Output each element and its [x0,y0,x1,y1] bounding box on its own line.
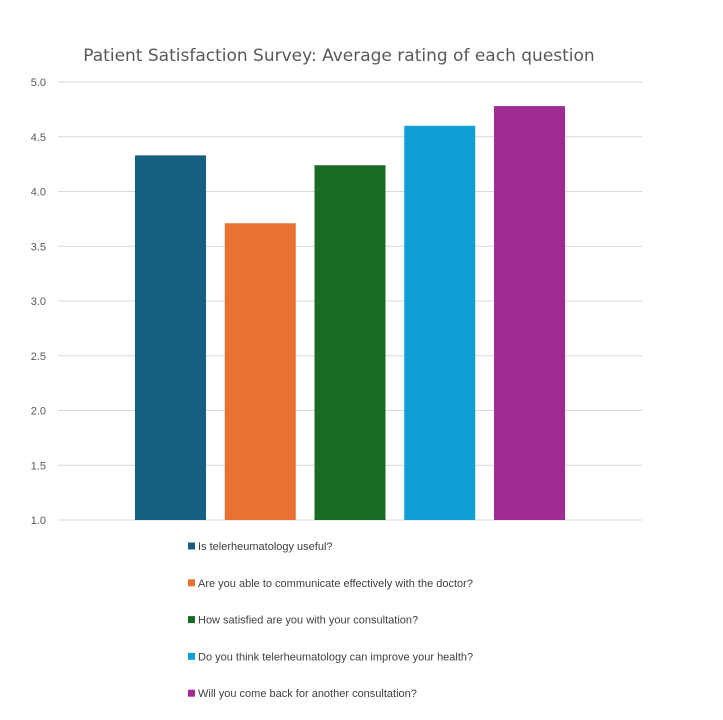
legend-item: Do you think telerheumatology can improv… [188,651,473,663]
y-tick-label: 3.5 [31,241,46,253]
legend-item: How satisfied are you with your consulta… [188,615,418,627]
y-tick-label: 3.0 [31,296,46,308]
legend-swatch [188,616,195,624]
bars [135,106,565,521]
chart-title: Patient Satisfaction Survey: Average rat… [83,46,594,66]
legend-label: Do you think telerheumatology can improv… [198,651,473,663]
legend-label: Will you come back for another consultat… [198,688,417,700]
y-tick-label: 1.0 [31,515,46,527]
y-axis-ticks: 1.0 1.5 2.0 2.5 3.0 3.5 4.0 4.5 5.0 [31,77,46,527]
y-tick-label: 4.5 [31,132,46,144]
legend-item: Is telerheumatology useful? [188,541,333,553]
bar [224,223,296,520]
bar [135,155,206,521]
legend-label: Is telerheumatology useful? [198,541,333,553]
y-tick-label: 1.5 [31,460,46,472]
legend-item: Will you come back for another consultat… [188,688,417,700]
legend-swatch [188,689,195,697]
legend-label: How satisfied are you with your consulta… [198,615,418,627]
y-tick-label: 2.0 [31,406,46,418]
bar [314,165,386,520]
y-tick-label: 2.5 [31,351,46,363]
bar [494,106,565,520]
legend-item: Are you able to communicate effectively … [188,578,473,590]
bar [404,125,476,521]
legend-label: Are you able to communicate effectively … [198,578,473,590]
legend-swatch [188,542,195,550]
y-tick-label: 4.0 [31,187,46,199]
legend-swatch [188,579,195,587]
legend-swatch [188,652,195,660]
y-tick-label: 5.0 [31,77,46,89]
legend: Is telerheumatology useful? Are you able … [188,541,473,700]
